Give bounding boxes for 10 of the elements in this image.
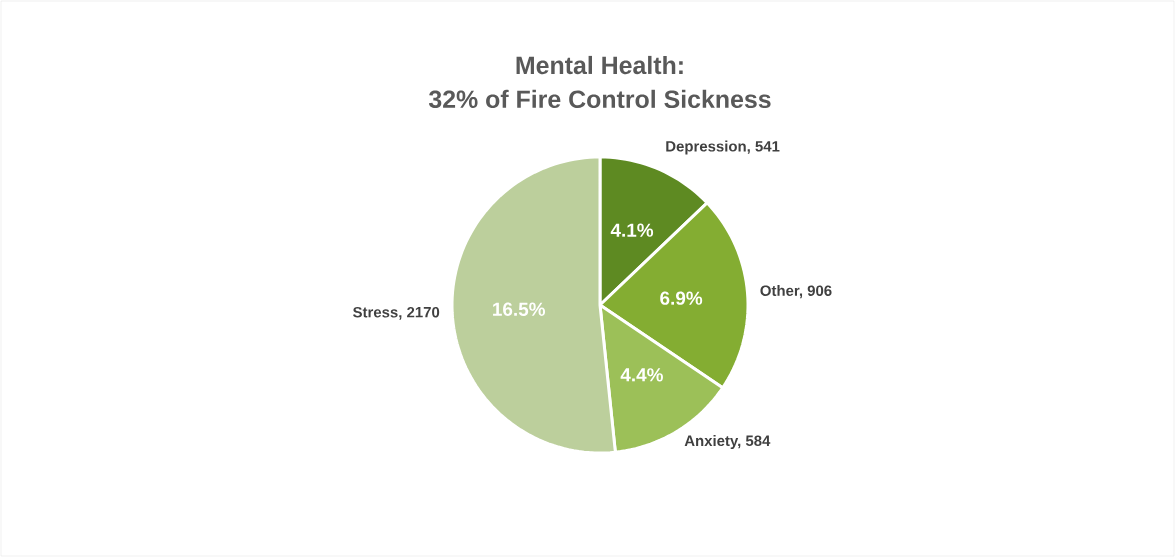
text: 6.9%	[660, 291, 703, 305]
chart-subtitle: 32% of Fire Control Sickness	[428, 89, 771, 109]
slice-label: Other, 906	[760, 284, 832, 299]
text: 16.5%	[493, 302, 546, 316]
text: 4.4%	[620, 368, 663, 382]
text: 4.1%	[610, 223, 654, 237]
slice-label: Anxiety, 584	[684, 435, 771, 449]
chart-title: Mental Health:	[516, 55, 683, 75]
slice-label: Depression, 541	[666, 140, 780, 155]
slice-label: Stress, 2170	[353, 306, 440, 320]
